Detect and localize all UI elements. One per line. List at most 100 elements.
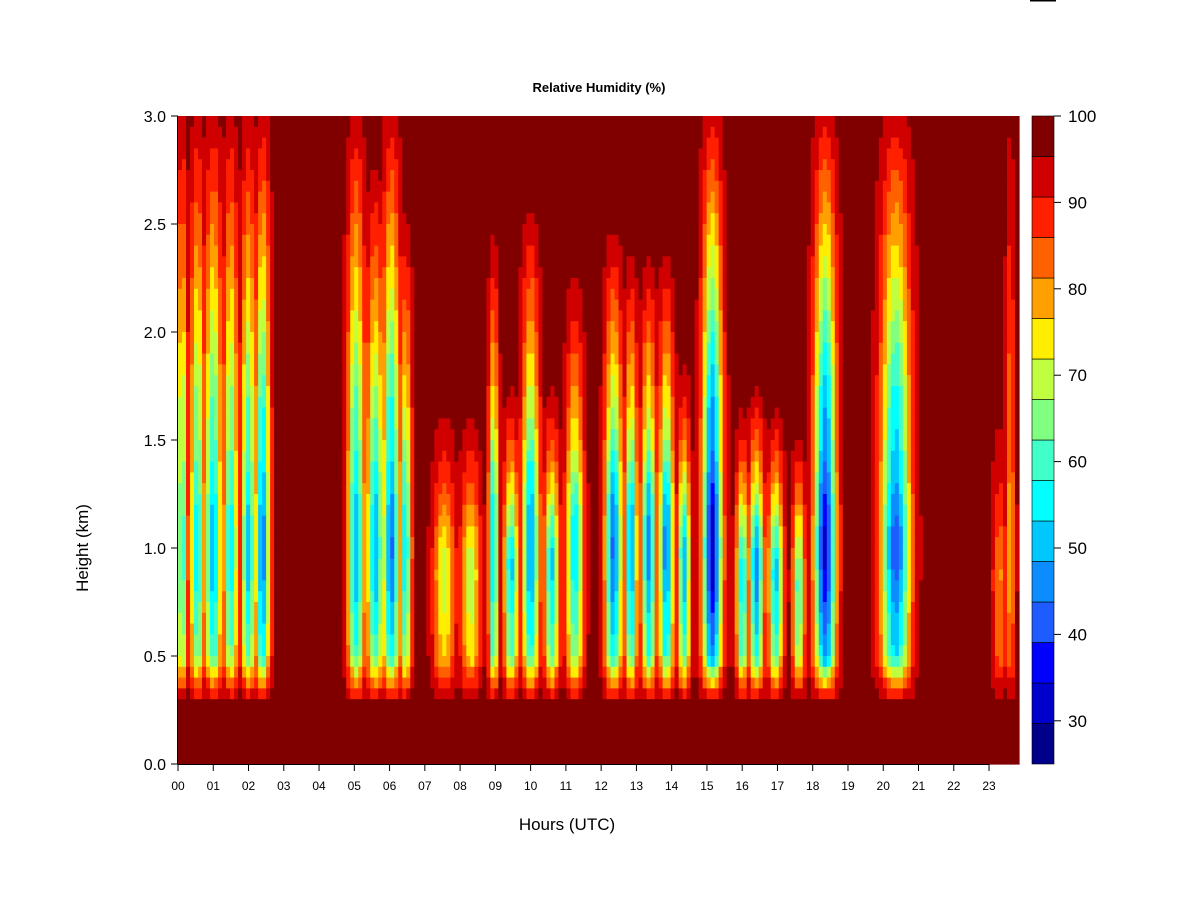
heatmap-cell [562,191,568,203]
heatmap-cell [494,288,499,301]
heatmap-cell [310,299,315,311]
heatmap-cell [850,224,856,236]
heatmap-cell [322,137,327,149]
heatmap-cell [822,180,828,193]
heatmap-cell [550,234,556,247]
heatmap-cell [234,353,239,365]
heatmap-cell [758,224,764,236]
heatmap-cell [190,364,195,376]
heatmap-cell [946,170,952,182]
heatmap-cell [330,159,335,171]
heatmap-cell [682,267,688,279]
heatmap-cell [358,180,363,193]
heatmap-cell [814,342,820,355]
heatmap-cell [410,245,415,257]
heatmap-cell [250,310,255,322]
heatmap-cell [918,332,924,344]
heatmap-cell [586,256,592,268]
heatmap-cell [526,256,532,268]
heatmap-cell [938,234,944,247]
heatmap-cell [286,170,291,182]
heatmap-cell [650,256,656,268]
heatmap-cell [682,234,688,247]
heatmap-cell [514,288,519,301]
heatmap-cell [754,202,760,214]
heatmap-cell [866,148,872,160]
heatmap-cell [646,191,652,203]
heatmap-cell [182,310,187,322]
heatmap-cell [374,364,379,376]
heatmap-cell [302,364,307,376]
heatmap-cell [494,278,499,290]
heatmap-cell [194,321,199,333]
heatmap-cell [554,299,560,311]
heatmap-cell [878,310,884,322]
heatmap-cell [526,353,532,365]
heatmap-cell [1006,159,1012,171]
heatmap-cell [734,148,740,160]
heatmap-cell [310,126,315,139]
heatmap-cell [370,180,375,193]
heatmap-cell [938,224,944,236]
heatmap-cell [274,332,279,344]
heatmap-cell [254,191,259,203]
heatmap-cell [334,310,339,322]
heatmap-cell [966,170,972,182]
heatmap-cell [346,342,351,355]
heatmap-cell [586,126,592,139]
heatmap-cell [722,245,728,257]
heatmap-cell [734,310,740,322]
heatmap-cell [282,256,287,268]
heatmap-cell [650,321,656,333]
heatmap-cell [398,191,403,203]
heatmap-cell [450,191,455,203]
heatmap-cell [326,288,331,301]
heatmap-cell [878,245,884,257]
heatmap-cell [378,332,383,344]
heatmap-cell [1006,170,1012,182]
heatmap-cell [774,137,780,149]
heatmap-cell [630,180,636,193]
heatmap-cell [398,332,403,344]
heatmap-cell [970,116,976,128]
heatmap-cell [690,170,696,182]
heatmap-cell [178,202,183,214]
heatmap-cell [810,267,816,279]
heatmap-cell [462,137,467,149]
heatmap-cell [954,137,960,149]
heatmap-cell [358,342,363,355]
heatmap-cell [774,288,780,301]
heatmap-cell [310,342,315,355]
heatmap-cell [598,180,604,193]
heatmap-cell [414,245,419,257]
heatmap-cell [890,137,896,149]
heatmap-cell [742,267,748,279]
heatmap-cell [806,224,812,236]
heatmap-cell [242,288,247,301]
heatmap-cell [942,267,948,279]
heatmap-cell [886,234,892,247]
heatmap-cell [394,353,399,365]
heatmap-cell [570,234,576,247]
heatmap-cell [450,256,455,268]
heatmap-cell [394,342,399,355]
heatmap-cell [934,180,940,193]
heatmap-cell [822,321,828,333]
heatmap-cell [334,332,339,344]
heatmap-cell [238,159,243,171]
heatmap-cell [1002,213,1008,225]
heatmap-cell [466,191,471,203]
heatmap-cell [402,202,407,214]
heatmap-cell [950,137,956,149]
heatmap-cell [178,278,183,290]
heatmap-cell [842,267,848,279]
heatmap-cell [914,353,920,365]
heatmap-cell [450,310,455,322]
heatmap-cell [866,213,872,225]
heatmap-cell [446,191,451,203]
heatmap-cell [754,170,760,182]
heatmap-cell [342,299,347,311]
heatmap-cell [818,224,824,236]
heatmap-cell [254,342,259,355]
